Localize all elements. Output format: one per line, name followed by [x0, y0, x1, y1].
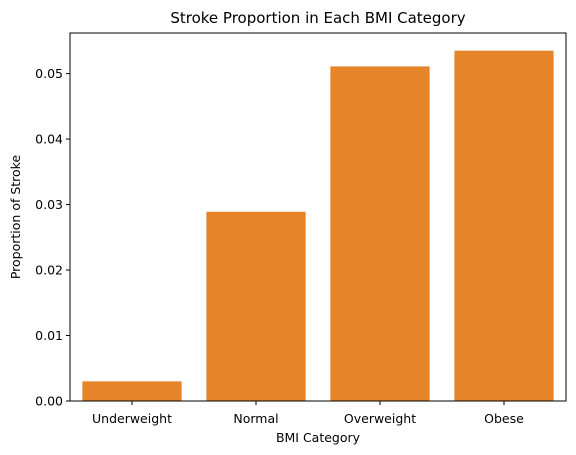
y-tick-label: 0.02	[35, 263, 63, 278]
y-tick-label: 0.05	[35, 66, 63, 81]
x-axis-label: BMI Category	[276, 430, 361, 445]
y-ticks-group: 0.00 0.01 0.02 0.03 0.04 0.05	[35, 66, 70, 409]
bar-obese	[454, 50, 554, 401]
y-axis-label: Proportion of Stroke	[8, 155, 23, 280]
bars-group	[82, 50, 554, 401]
x-ticks-group: Underweight Normal Overweight Obese	[92, 401, 524, 426]
bar-normal	[206, 211, 306, 401]
chart-title: Stroke Proportion in Each BMI Category	[170, 9, 465, 27]
y-tick-label: 0.04	[35, 132, 63, 147]
plot-frame	[69, 32, 567, 402]
x-tick-label-normal: Normal	[233, 411, 278, 426]
bar-overweight	[330, 66, 430, 401]
x-tick-label-underweight: Underweight	[92, 411, 172, 426]
x-tick-label-obese: Obese	[484, 411, 524, 426]
y-tick-label: 0.03	[35, 197, 63, 212]
y-tick-label: 0.01	[35, 328, 63, 343]
y-tick-label: 0.00	[35, 394, 63, 409]
x-tick-label-overweight: Overweight	[344, 411, 416, 426]
bar-underweight	[82, 381, 182, 401]
